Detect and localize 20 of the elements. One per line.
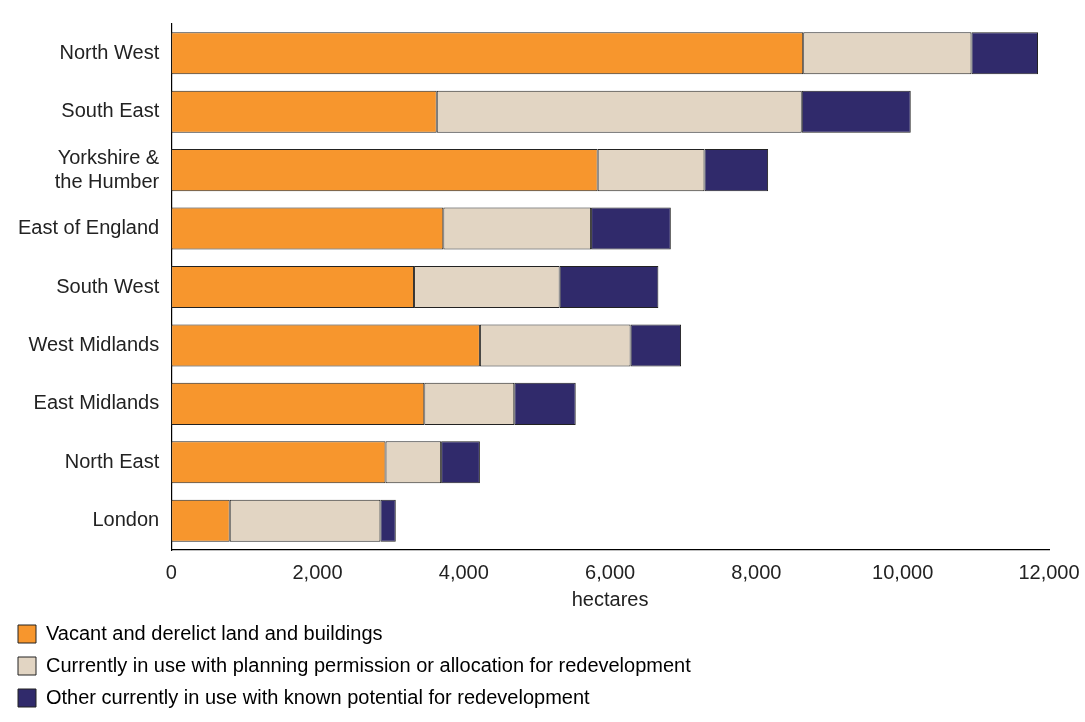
- y-tick-label: West Midlands: [28, 332, 160, 355]
- x-tick-label: 6,000: [585, 560, 636, 583]
- y-tick-label: London: [92, 508, 160, 531]
- legend-label: Currently in use with planning permission or allocation for redevelopment: [46, 653, 692, 676]
- x-tick-label: 10,000: [872, 560, 934, 583]
- y-tick-label: South West: [56, 274, 160, 297]
- y-tick-label: North West: [59, 40, 160, 63]
- y-tick-label: South East: [61, 99, 160, 122]
- legend-label: Other currently in use with known potential for redevelopment: [46, 685, 591, 708]
- y-tick-label: North East: [64, 449, 160, 472]
- x-tick-label: 8,000: [731, 560, 782, 583]
- y-tick-label: East Midlands: [33, 391, 160, 414]
- y-tick-label: East of England: [17, 216, 160, 239]
- x-tick-label: 0: [165, 560, 177, 583]
- legend-label: Vacant and derelict land and buildings: [46, 621, 383, 644]
- x-tick-label: 2,000: [292, 560, 343, 583]
- x-tick-label: 12,000: [1018, 560, 1080, 583]
- x-tick-label: 4,000: [438, 560, 489, 583]
- x-axis-title: hectares: [571, 587, 649, 610]
- y-tick-label: Yorkshire & the Humber: [54, 145, 160, 192]
